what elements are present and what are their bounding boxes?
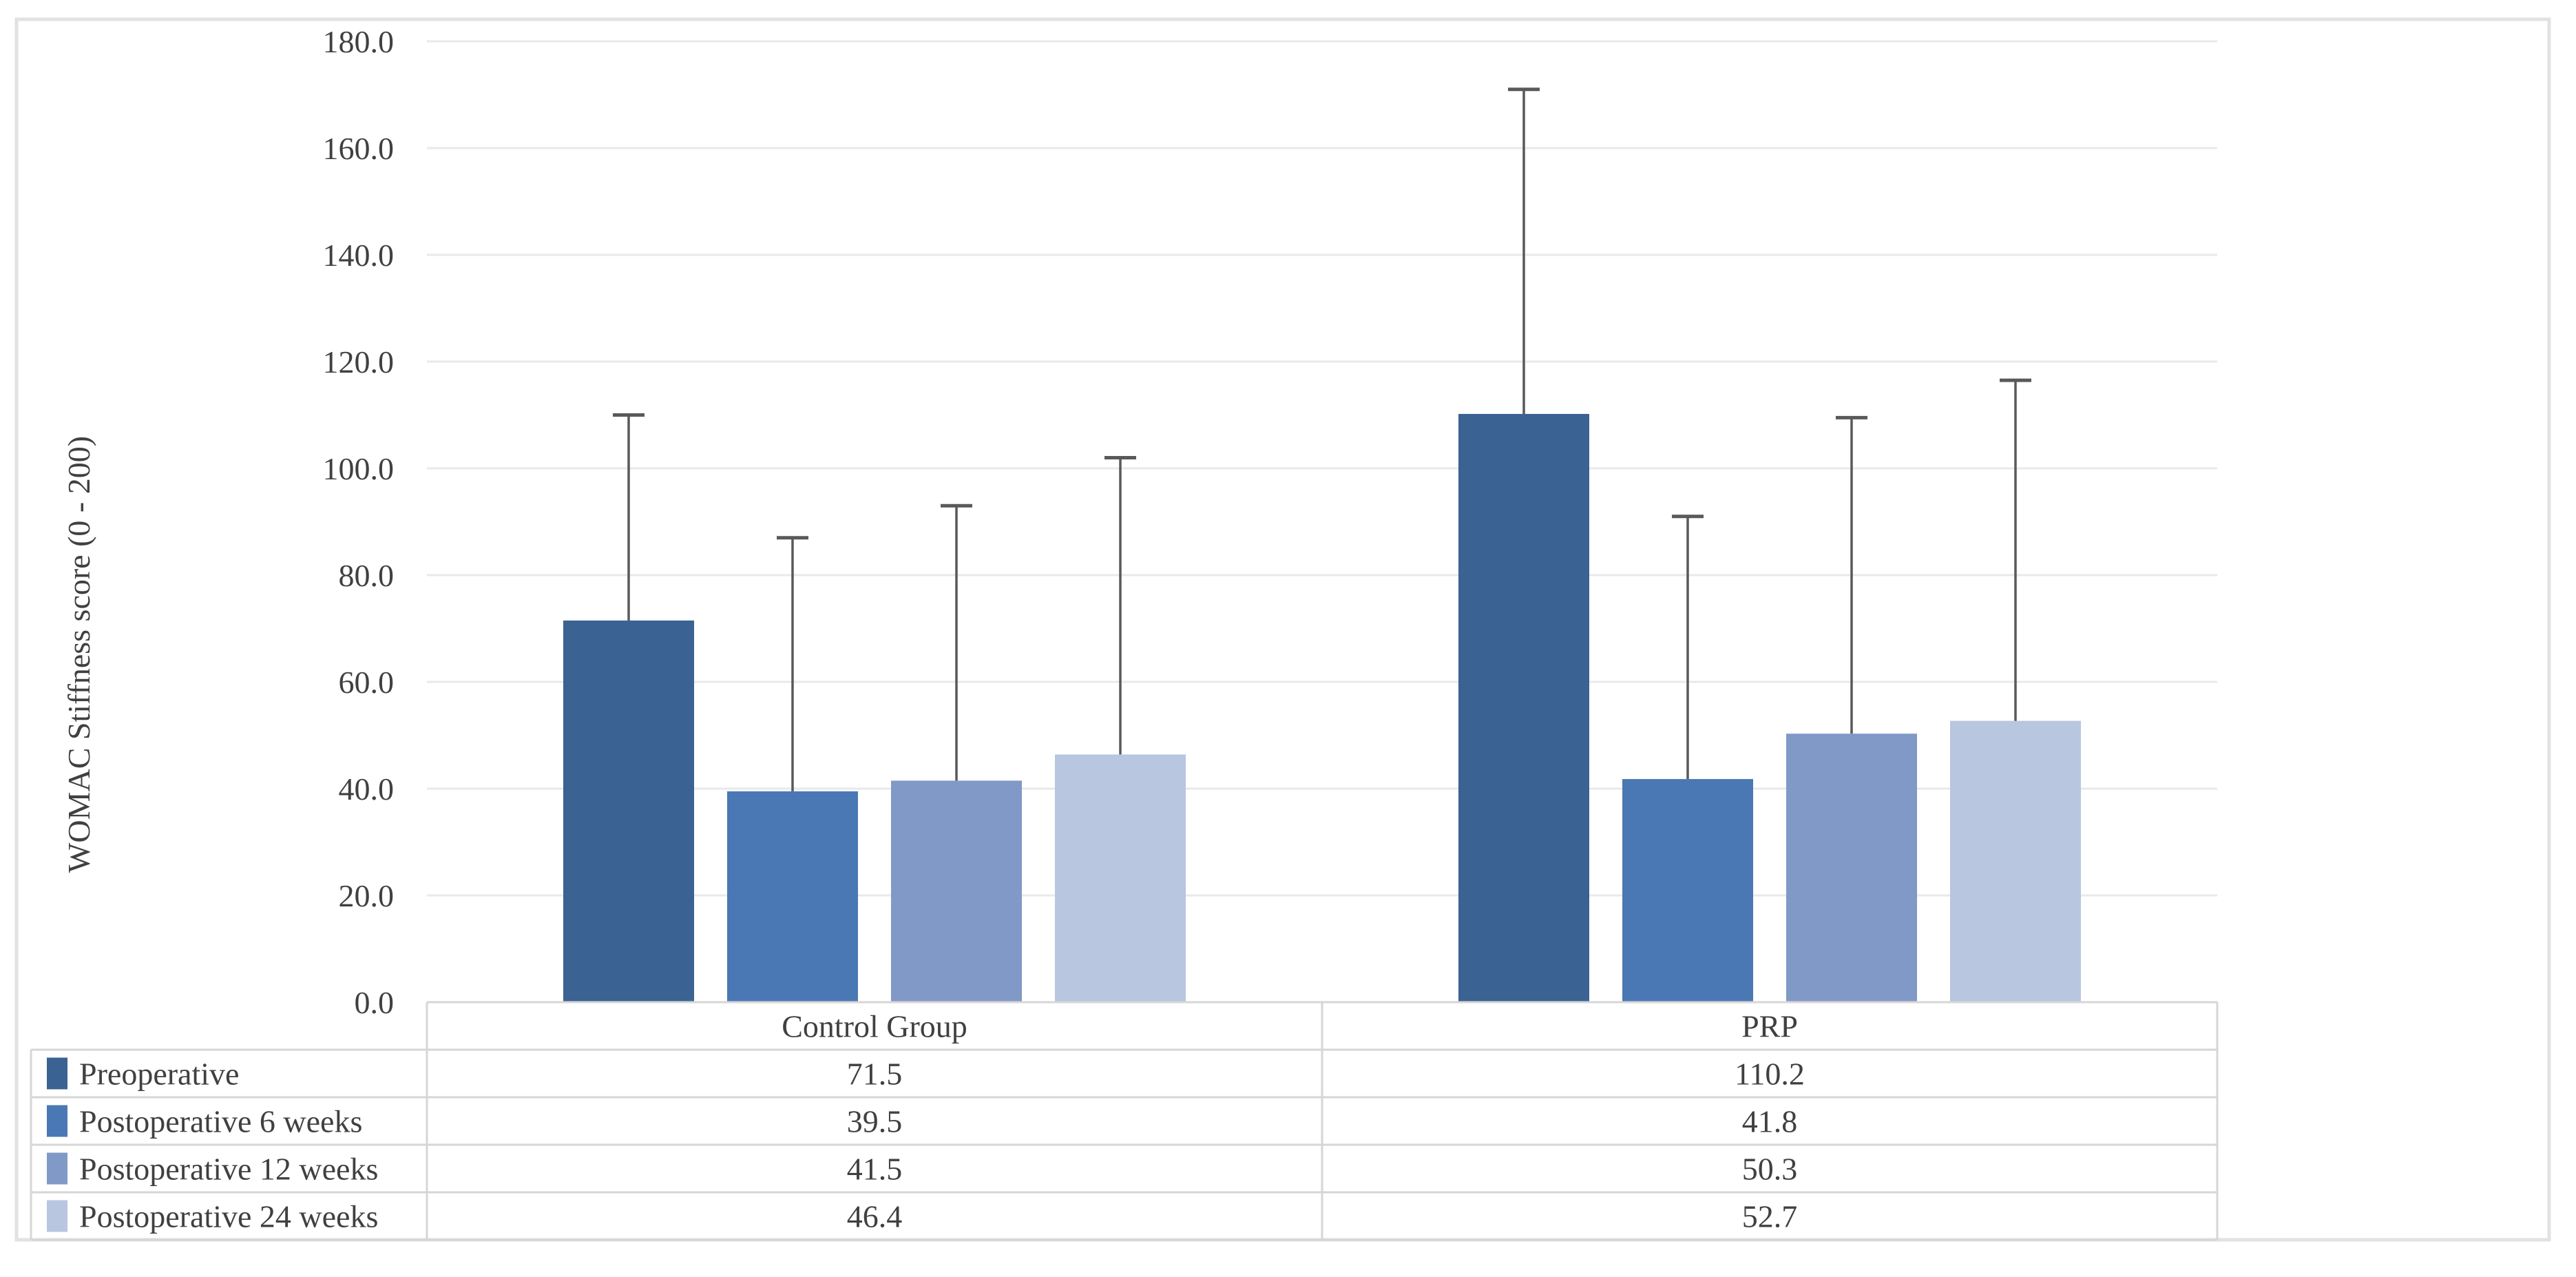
bar bbox=[1622, 779, 1753, 1002]
table-value: 41.5 bbox=[847, 1152, 903, 1187]
legend-label: Postoperative 24 weeks bbox=[79, 1199, 378, 1234]
bar bbox=[1786, 734, 1917, 1002]
table-value: 52.7 bbox=[1742, 1199, 1798, 1234]
y-tick-label: 40.0 bbox=[339, 771, 395, 807]
table-value: 110.2 bbox=[1735, 1057, 1805, 1092]
y-tick-label: 100.0 bbox=[323, 451, 395, 486]
category-label: Control Group bbox=[782, 1009, 967, 1044]
legend-label: Preoperative bbox=[79, 1057, 239, 1092]
legend-swatch bbox=[47, 1152, 67, 1185]
category-label: PRP bbox=[1741, 1009, 1798, 1044]
table-value: 50.3 bbox=[1742, 1152, 1798, 1187]
table-value: 46.4 bbox=[847, 1199, 903, 1234]
legend-swatch bbox=[47, 1057, 67, 1090]
y-tick-label: 140.0 bbox=[323, 238, 395, 273]
bar bbox=[1950, 720, 2081, 1002]
legend-swatch bbox=[47, 1200, 67, 1232]
y-tick-label: 160.0 bbox=[323, 131, 395, 166]
bar bbox=[727, 791, 858, 1002]
y-tick-label: 120.0 bbox=[323, 344, 395, 380]
bar bbox=[563, 620, 694, 1002]
legend-label: Postoperative 6 weeks bbox=[79, 1104, 362, 1139]
y-tick-label: 60.0 bbox=[339, 665, 395, 700]
y-tick-label: 20.0 bbox=[339, 878, 395, 913]
bar bbox=[1458, 413, 1589, 1002]
table-value: 71.5 bbox=[847, 1057, 903, 1092]
table-value: 41.8 bbox=[1742, 1104, 1798, 1139]
table-value: 39.5 bbox=[847, 1104, 903, 1139]
y-tick-label: 80.0 bbox=[339, 558, 395, 593]
legend-swatch bbox=[47, 1105, 67, 1137]
legend-label: Postoperative 12 weeks bbox=[79, 1152, 378, 1187]
y-axis-title: WOMAC Stiffness score (0 - 200) bbox=[61, 436, 96, 873]
bar bbox=[891, 780, 1022, 1002]
y-tick-label: 180.0 bbox=[323, 24, 395, 59]
y-tick-label: 0.0 bbox=[355, 985, 395, 1020]
bar bbox=[1055, 754, 1186, 1002]
